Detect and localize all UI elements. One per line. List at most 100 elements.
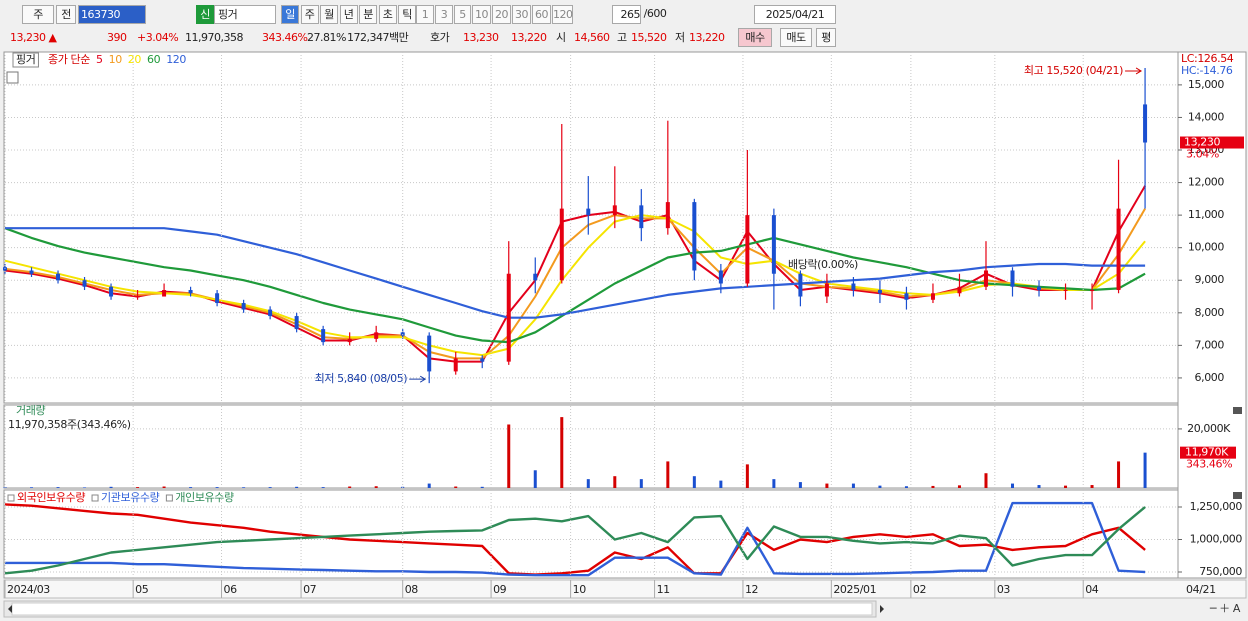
avg-button[interactable]: 평 — [816, 28, 836, 47]
date-input[interactable]: 2025/04/21 — [754, 5, 836, 24]
interval-button[interactable]: 10 — [472, 5, 491, 24]
volume-bar — [666, 461, 670, 488]
interval-button[interactable]: 20 — [492, 5, 511, 24]
legend-prefix: 종가 단순 — [48, 53, 90, 66]
x-tick-label: 05 — [135, 583, 149, 596]
x-tick-label: 08 — [405, 583, 419, 596]
candle-body — [586, 208, 591, 216]
holdings-line — [5, 501, 1146, 577]
period-button[interactable]: 년 — [339, 5, 358, 24]
quote-open: 14,560 — [574, 31, 610, 44]
pane-close[interactable] — [1233, 407, 1242, 414]
candle-body — [930, 293, 935, 300]
x-tick-label: 2024/03 — [7, 583, 50, 596]
volume-bar — [878, 485, 882, 488]
pane-subtitle: 11,970,358주(343.46%) — [8, 418, 131, 431]
candle-body — [559, 208, 564, 281]
quote-volume: 11,970,358 — [185, 31, 243, 44]
scroll-thumb[interactable] — [11, 602, 873, 616]
code-input[interactable]: 163730 — [78, 5, 146, 24]
volume-bar — [772, 479, 776, 488]
name-input[interactable]: 핑거 — [214, 5, 276, 24]
candle-body — [162, 290, 167, 297]
interval-button[interactable]: 60 — [532, 5, 551, 24]
interval-button[interactable]: 3 — [435, 5, 453, 24]
pane-title: 거래량 — [16, 404, 45, 417]
interval-button[interactable]: 120 — [552, 5, 573, 24]
volume-bar — [56, 487, 60, 488]
period-button[interactable]: 분 — [359, 5, 377, 24]
volume-bar — [83, 487, 87, 488]
x-axis-area — [3, 579, 1247, 599]
x-tick-label: 11 — [657, 583, 670, 596]
candle-body — [533, 273, 538, 281]
quote-rate: +3.04% — [137, 31, 179, 44]
legend-entry: 120 — [166, 53, 186, 66]
new-badge[interactable]: 신 — [196, 5, 214, 24]
candle-body — [109, 286, 114, 297]
low-annotation: 최저 5,840 (08/05) — [315, 372, 408, 385]
holdings-pane — [3, 489, 1179, 579]
buy-button[interactable]: 매수 — [738, 28, 772, 47]
y-tick-label: 15,000 — [1188, 78, 1224, 91]
volume-bar — [427, 483, 431, 488]
x-tick-label: 12 — [745, 583, 758, 596]
volume-bar — [162, 486, 166, 488]
x-tick-label: 09 — [493, 583, 507, 596]
candle-body — [692, 202, 697, 271]
y-tick-label: 1,000,000 — [1190, 532, 1243, 545]
period-button[interactable]: 일 — [281, 5, 299, 24]
volume-bar — [215, 487, 219, 488]
volume-bar — [1117, 461, 1121, 488]
legend-entry: 60 — [147, 53, 161, 66]
interval-button[interactable]: 1 — [416, 5, 434, 24]
last-change-label: 3.04% — [1186, 148, 1219, 161]
pane-close[interactable] — [1233, 492, 1242, 499]
high-annotation: 최고 15,520 (04/21) — [1024, 64, 1123, 77]
volume-bar — [109, 486, 113, 488]
low-arrow — [409, 375, 427, 383]
volume-bar — [613, 476, 617, 488]
volume-bar — [798, 482, 802, 488]
table-icon[interactable] — [6, 71, 19, 84]
candle-body — [1143, 104, 1148, 143]
prev-button[interactable]: 전 — [56, 5, 76, 24]
volume-bar — [719, 480, 723, 488]
legend-entry: 기관보유수량 — [101, 491, 160, 504]
candle-body — [400, 332, 405, 336]
candle-body — [427, 335, 432, 372]
last-volume-label: 11,970K — [1185, 446, 1229, 459]
candle-body — [904, 293, 909, 300]
period-button[interactable]: 주 — [300, 5, 319, 24]
interval-button[interactable]: 5 — [454, 5, 471, 24]
candle-body — [29, 270, 34, 274]
volume-bar — [1090, 485, 1094, 488]
candle-body — [321, 329, 326, 343]
period-button[interactable]: 틱 — [398, 5, 416, 24]
volume-bar — [560, 417, 564, 488]
volume-bar — [189, 487, 193, 488]
sell-button[interactable]: 매도 — [780, 28, 812, 47]
market-select[interactable]: 주 — [22, 5, 54, 24]
volume-bar — [586, 479, 590, 488]
period-button[interactable]: 초 — [378, 5, 397, 24]
period-button[interactable]: 월 — [320, 5, 338, 24]
candle-body — [56, 273, 61, 281]
candle-body — [188, 290, 193, 294]
volume-bar — [480, 486, 484, 488]
candle-body — [82, 280, 87, 287]
zoom-tools[interactable]: ─ ＋ A — [1209, 602, 1241, 615]
volume-bar — [136, 487, 140, 488]
count-input[interactable]: 265 — [612, 5, 641, 24]
x-tick-label: 02 — [913, 583, 926, 596]
y-tick-label: 11,000 — [1188, 208, 1224, 221]
volume-bar — [1064, 485, 1068, 488]
legend-entry: 5 — [96, 53, 103, 66]
volume-bar — [851, 483, 855, 488]
candle-body — [453, 358, 458, 372]
interval-button[interactable]: 30 — [512, 5, 531, 24]
legend-entry: 개인보유수량 — [175, 491, 234, 504]
volume-bar — [533, 470, 537, 488]
high-arrow — [1125, 67, 1143, 75]
